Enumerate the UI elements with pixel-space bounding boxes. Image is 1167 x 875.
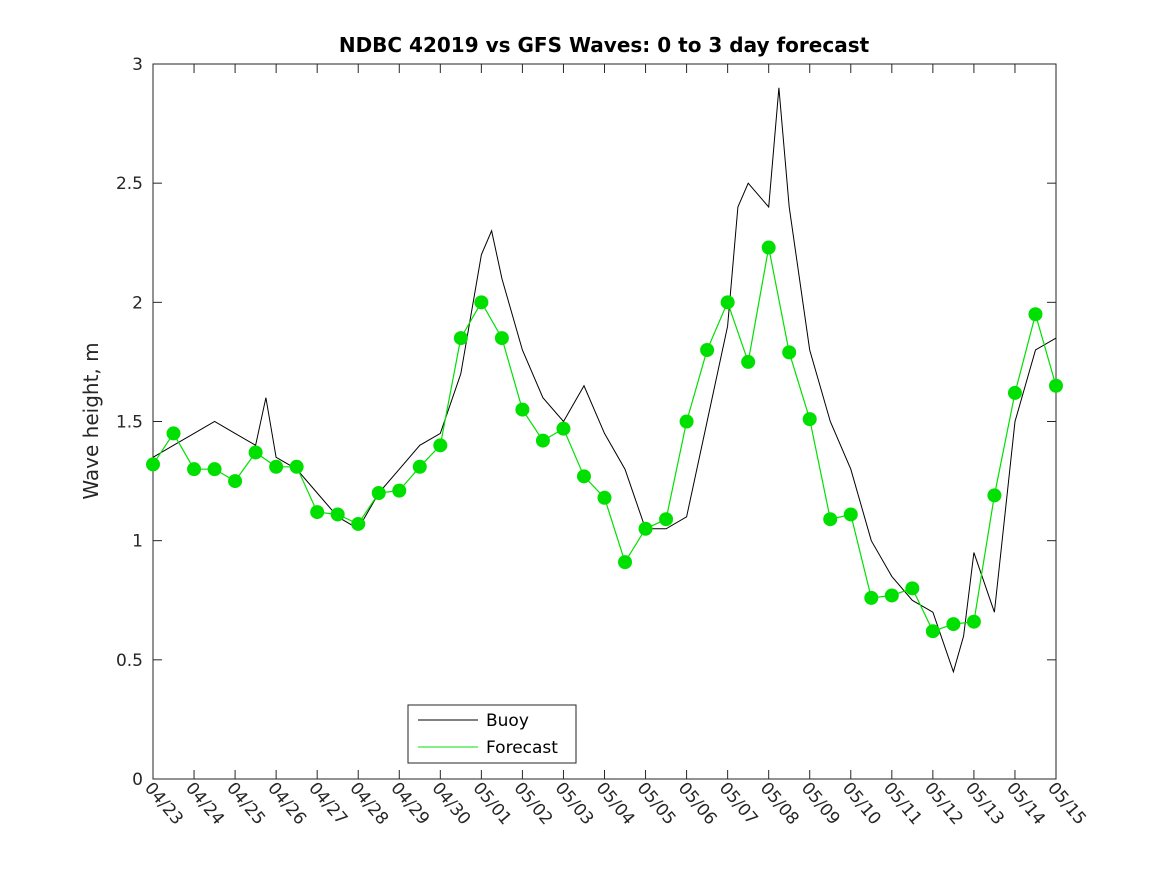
series-layer [146, 87, 1063, 674]
y-tick-label-3: 1.5 [116, 413, 143, 433]
forecast-point-44 [1049, 378, 1063, 393]
forecast-point-3 [207, 462, 222, 477]
forecast-point-28 [720, 295, 735, 310]
forecast-point-27 [700, 343, 715, 357]
forecast-point-15 [453, 331, 468, 346]
forecast-point-41 [987, 488, 1002, 503]
y-tick-label-4: 2 [132, 293, 143, 313]
forecast-point-35 [864, 590, 879, 605]
forecast-point-13 [412, 459, 427, 474]
y-tick-label-1: 0.5 [116, 651, 143, 671]
forecast-point-36 [884, 588, 899, 603]
y-tick-label-5: 2.5 [116, 174, 143, 194]
y-tick-label-0: 0 [132, 770, 143, 790]
forecast-point-2 [187, 462, 202, 477]
forecast-point-18 [515, 402, 530, 417]
forecast-point-5 [248, 445, 263, 460]
forecast-point-1 [166, 426, 181, 441]
forecast-point-22 [597, 490, 612, 505]
forecast-point-31 [782, 345, 797, 360]
forecast-point-8 [310, 505, 325, 520]
forecast-point-17 [494, 331, 509, 346]
forecast-point-32 [802, 412, 817, 427]
forecast-point-16 [474, 295, 489, 310]
y-axis-label: Wave height, m [79, 342, 103, 499]
forecast-point-30 [761, 240, 776, 255]
legend-label-buoy: Buoy [486, 711, 529, 731]
forecast-point-0 [146, 457, 160, 472]
chart-title: NDBC 42019 vs GFS Waves: 0 to 3 day fore… [339, 33, 870, 57]
legend: Buoy Forecast [407, 704, 577, 764]
forecast-point-20 [556, 421, 571, 436]
forecast-point-39 [946, 617, 961, 632]
forecast-point-34 [843, 507, 858, 522]
forecast-point-7 [289, 459, 304, 474]
forecast-point-38 [925, 624, 940, 639]
legend-box [407, 704, 577, 764]
y-tick-label-6: 3 [132, 55, 143, 75]
forecast-point-43 [1028, 307, 1043, 322]
forecast-point-10 [351, 516, 366, 531]
forecast-point-6 [269, 459, 284, 474]
forecast-point-12 [392, 483, 407, 498]
forecast-point-4 [228, 474, 243, 489]
forecast-point-23 [618, 555, 633, 570]
plot-area [152, 63, 1057, 780]
forecast-point-40 [966, 614, 981, 629]
forecast-point-33 [823, 512, 838, 527]
forecast-point-29 [741, 354, 756, 369]
forecast-point-9 [330, 507, 345, 522]
forecast-point-19 [535, 433, 550, 448]
forecast-point-24 [638, 521, 653, 536]
forecast-point-42 [1007, 385, 1022, 400]
forecast-point-37 [905, 581, 920, 596]
forecast-point-14 [433, 438, 448, 453]
y-axis: 0 0.5 1 1.5 2 2.5 3 [116, 55, 1056, 790]
forecast-point-21 [576, 469, 591, 484]
forecast-point-25 [659, 512, 674, 527]
forecast-point-11 [371, 486, 386, 500]
legend-label-forecast: Forecast [486, 738, 558, 758]
y-tick-label-2: 1 [132, 532, 143, 552]
forecast-point-26 [679, 414, 694, 429]
